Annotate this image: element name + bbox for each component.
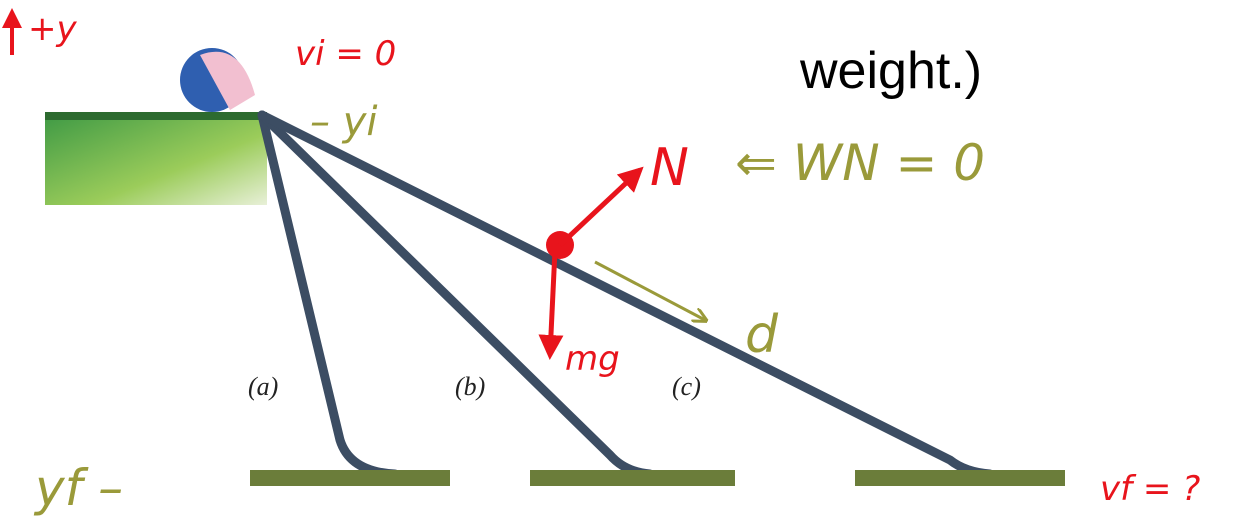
ground-c <box>855 470 1065 486</box>
annotation: +y <box>28 9 77 49</box>
slide-label: (c) <box>672 372 701 401</box>
slide-label: (b) <box>455 372 485 401</box>
annotation: vf = ? <box>1100 469 1200 509</box>
normal-arrow <box>560 170 640 245</box>
annotation: vi = 0 <box>295 34 396 74</box>
gravity-arrow <box>550 250 555 355</box>
annotation: d <box>745 305 779 365</box>
annotation: – yi <box>310 99 378 145</box>
cliff <box>45 115 267 205</box>
slide-label: (a) <box>248 372 278 401</box>
slide-b <box>262 115 650 474</box>
ground-a <box>250 470 450 486</box>
child <box>180 48 255 112</box>
annotation: yf – <box>33 459 123 517</box>
slide-text: weight.) <box>799 42 982 100</box>
diagram: weight.) (a) (b) (c) +y vi = 0 – yi N ⇐ … <box>0 0 1253 524</box>
annotation: N <box>650 138 689 198</box>
cliff-edge <box>45 112 267 120</box>
grounds <box>250 470 1065 486</box>
ground-b <box>530 470 735 486</box>
annotation: mg <box>565 339 620 379</box>
annotation: ⇐ WN = 0 <box>735 134 985 192</box>
